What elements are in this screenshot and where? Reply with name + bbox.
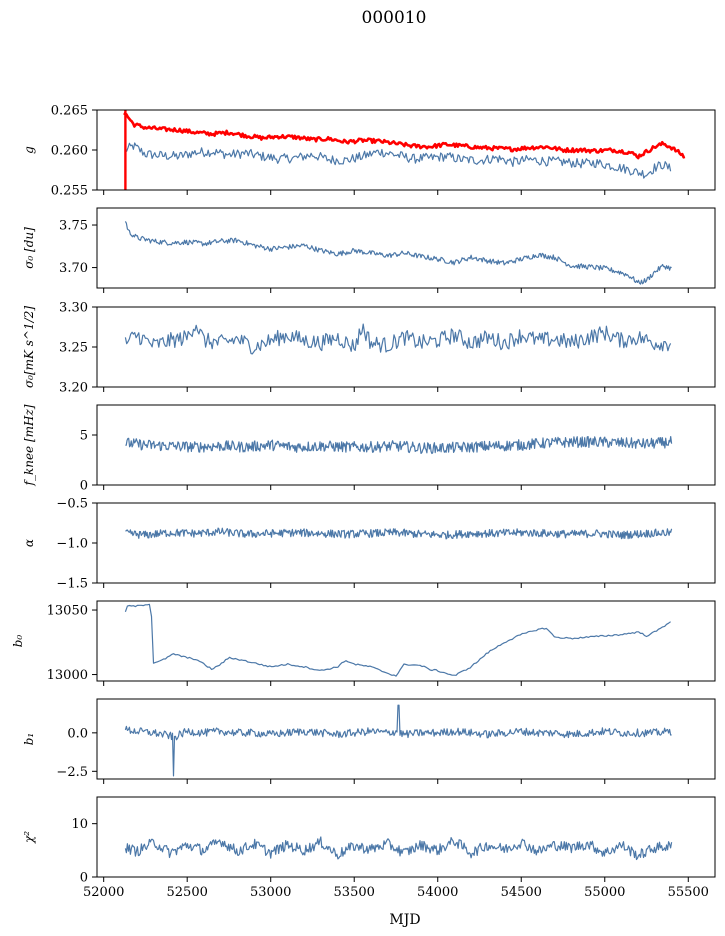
y-tick-label: −0.5 xyxy=(56,497,88,512)
y-axis-label: α xyxy=(22,539,36,547)
y-tick-label: 3.20 xyxy=(59,381,88,396)
y-axis-label: χ² xyxy=(22,831,36,844)
axes-frame xyxy=(96,796,716,878)
panel-4: 0 5 f_knee [mHz] xyxy=(22,404,716,494)
y-axis-label: b₁ xyxy=(22,733,36,746)
series-line-1 xyxy=(124,221,672,285)
x-tick-label: 55000 xyxy=(584,885,625,900)
panel-7: −2.5 0.0 b₁ xyxy=(22,698,716,784)
y-axis-label: σ₀[mK s^1/2] xyxy=(22,306,36,388)
x-tick-label: 54500 xyxy=(501,885,542,900)
series-line-1 xyxy=(125,436,673,455)
series-line-1 xyxy=(125,527,673,540)
series-line-1 xyxy=(124,142,672,179)
series-line-1 xyxy=(124,603,671,677)
y-tick-label: 13000 xyxy=(47,668,88,683)
x-tick-label: 55500 xyxy=(668,885,709,900)
y-tick-label: −1.0 xyxy=(56,537,88,552)
panel-5: −1.5 −1.0 −0.5 α xyxy=(22,497,716,592)
panel-6: 13000 13050 b₀ xyxy=(11,600,716,686)
x-tick-label: 54000 xyxy=(417,885,458,900)
y-axis-label: g xyxy=(22,146,36,154)
y-tick-label: 0.255 xyxy=(51,184,88,199)
y-tick-label: −2.5 xyxy=(56,765,88,780)
y-tick-label: 0.265 xyxy=(51,104,88,119)
y-tick-label: 3.70 xyxy=(59,261,88,276)
y-axis-label: f_knee [mHz] xyxy=(22,404,36,486)
series-line-2 xyxy=(123,112,686,160)
x-tick-label: 52500 xyxy=(167,885,208,900)
series-line-1 xyxy=(124,323,672,355)
panel-1: 0.255 0.260 0.265 g xyxy=(22,104,716,199)
axes-frame xyxy=(96,404,716,486)
y-tick-label: 10 xyxy=(71,817,88,832)
axes-frame xyxy=(96,306,716,388)
panel-3: 3.20 3.25 3.30 σ₀[mK s^1/2] xyxy=(22,301,716,396)
x-tick-label: 53500 xyxy=(334,885,375,900)
axes-frame xyxy=(96,698,716,780)
y-tick-label: 3.30 xyxy=(59,301,88,316)
axes-frame xyxy=(96,207,716,289)
y-axis-label: σ₀ [du] xyxy=(22,227,36,269)
panel-8: 0 10 52000 52500 53000 53500 54000 54500 55000 55… xyxy=(22,796,716,900)
series-line-1 xyxy=(124,704,672,777)
x-axis-label: MJD xyxy=(389,912,420,928)
axes-frame xyxy=(96,600,716,682)
x-tick-label: 53000 xyxy=(250,885,291,900)
figure-title: 000010 xyxy=(362,8,427,28)
y-axis-label: b₀ xyxy=(11,635,25,648)
y-tick-label: 0.260 xyxy=(51,144,88,159)
y-tick-label: 0 xyxy=(80,871,88,886)
series-line-1 xyxy=(124,836,673,861)
y-tick-label: 3.75 xyxy=(59,219,88,234)
y-tick-label: 3.25 xyxy=(59,341,88,356)
panel-2: 3.70 3.75 σ₀ [du] xyxy=(22,207,716,293)
x-tick-label: 52000 xyxy=(83,885,124,900)
y-tick-label: 0 xyxy=(80,479,88,494)
y-tick-label: −1.5 xyxy=(56,577,88,592)
y-tick-label: 0.0 xyxy=(67,726,88,741)
y-tick-label: 5 xyxy=(80,429,88,444)
y-tick-label: 13050 xyxy=(47,604,88,619)
axes-frame xyxy=(96,502,716,584)
